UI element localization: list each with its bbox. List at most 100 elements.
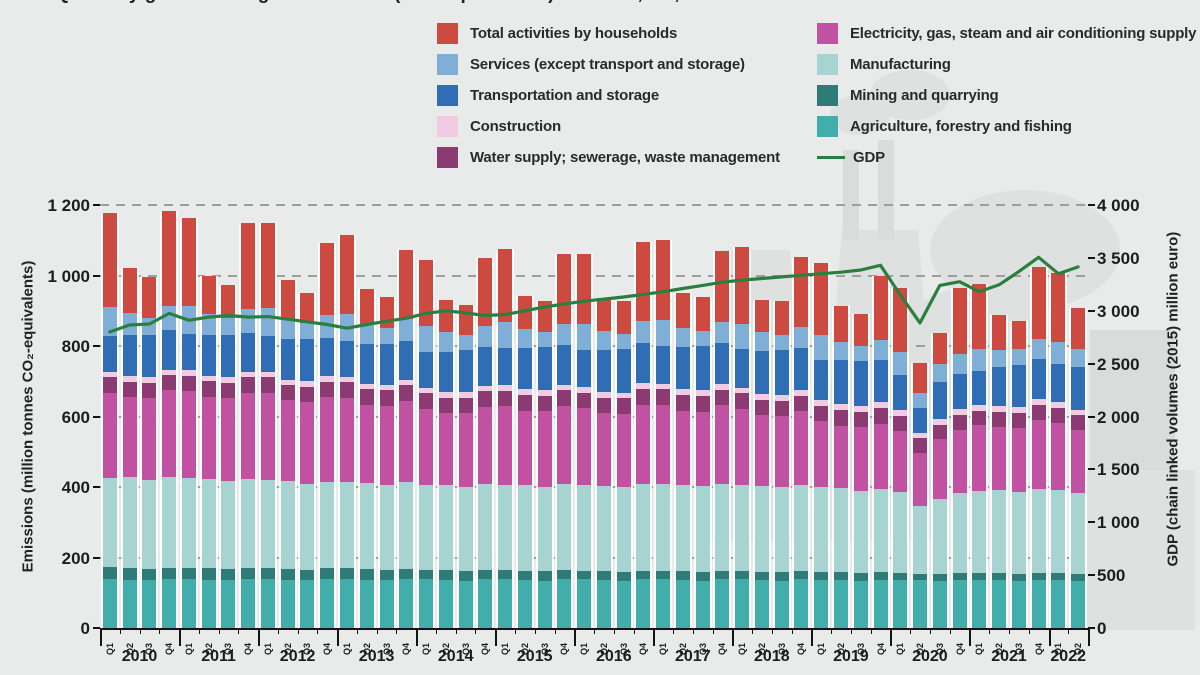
bar-segment-construction bbox=[636, 383, 651, 390]
x-axis-minor-tick bbox=[870, 630, 872, 634]
x-axis-minor-tick bbox=[554, 630, 556, 634]
bar-column bbox=[160, 211, 179, 628]
bar-segment-households bbox=[932, 333, 947, 365]
bar-segment-services bbox=[438, 332, 453, 352]
bar-segment-construction bbox=[142, 377, 157, 383]
bar-segment-households bbox=[478, 257, 493, 326]
bar-segment-construction bbox=[340, 377, 354, 383]
bar-segment-households bbox=[1051, 272, 1066, 342]
left-axis-tick bbox=[93, 204, 100, 206]
bar-segment-services bbox=[1071, 348, 1086, 368]
bar-segment-water bbox=[419, 393, 434, 409]
bar-segment-construction bbox=[814, 399, 829, 406]
bar-segment-services bbox=[102, 306, 117, 336]
right-axis-tick-label: 2 000 bbox=[1097, 407, 1140, 427]
left-axis-tick bbox=[93, 627, 100, 629]
bar-segment-manufacturing bbox=[537, 487, 552, 572]
bar-segment-electricity bbox=[774, 416, 789, 488]
bar-segment-water bbox=[300, 386, 315, 403]
bar-segment-manufacturing bbox=[340, 481, 354, 569]
bar-segment-manufacturing bbox=[577, 485, 592, 571]
bar-column bbox=[851, 314, 870, 628]
right-axis-tick-label: 1 500 bbox=[1097, 460, 1140, 480]
bar-segment-construction bbox=[478, 385, 493, 392]
bar-segment-mining bbox=[102, 567, 117, 579]
bar-segment-electricity bbox=[1031, 420, 1046, 490]
bar-segment-construction bbox=[162, 369, 177, 375]
bar-segment-manufacturing bbox=[102, 477, 117, 568]
bar-segment-construction bbox=[300, 381, 315, 387]
right-axis-title: GDP (chain linked volumes (2015) million… bbox=[1164, 231, 1182, 567]
legend-swatch bbox=[817, 23, 838, 44]
bar-segment-mining bbox=[715, 570, 730, 580]
bar-segment-mining bbox=[300, 569, 315, 581]
bar-column bbox=[179, 218, 198, 628]
bar-segment-households bbox=[122, 268, 137, 314]
bar-column bbox=[891, 288, 910, 628]
bar-column bbox=[733, 247, 752, 628]
legend-label: Construction bbox=[470, 118, 561, 135]
bar-segment-households bbox=[438, 300, 453, 333]
quarter-label: Q4 bbox=[164, 642, 175, 655]
bar-segment-water bbox=[320, 381, 335, 398]
bar-segment-agriculture bbox=[537, 580, 552, 628]
quarter-label: Q1 bbox=[342, 642, 352, 655]
bar-segment-households bbox=[419, 260, 434, 326]
bar-segment-households bbox=[162, 211, 177, 307]
bar-segment-households bbox=[340, 235, 354, 314]
legend-left-column: Total activities by households Services (… bbox=[437, 18, 780, 173]
bar-segment-manufacturing bbox=[735, 484, 750, 572]
bar-segment-water bbox=[735, 393, 750, 409]
bar-segment-water bbox=[656, 389, 671, 405]
bar-segment-mining bbox=[1051, 573, 1066, 581]
year-separator bbox=[574, 628, 577, 646]
legend-swatch bbox=[817, 54, 838, 75]
bar-segment-households bbox=[774, 300, 789, 336]
x-axis-minor-tick bbox=[435, 630, 437, 634]
bar-segment-agriculture bbox=[952, 579, 967, 628]
bar-segment-households bbox=[893, 288, 908, 353]
bar-segment-electricity bbox=[181, 391, 196, 478]
bar-column bbox=[100, 213, 119, 628]
bar-segment-manufacturing bbox=[162, 476, 177, 568]
bar-segment-agriculture bbox=[972, 579, 987, 628]
bar-segment-electricity bbox=[1051, 422, 1066, 491]
bar-segment-mining bbox=[122, 568, 137, 580]
bar-segment-construction bbox=[458, 392, 473, 398]
bar-segment-transportation bbox=[596, 350, 611, 393]
bar-segment-mining bbox=[695, 571, 710, 581]
bar-segment-water bbox=[498, 390, 513, 407]
bar-segment-electricity bbox=[1071, 430, 1086, 494]
bar-segment-services bbox=[577, 323, 592, 350]
bar-segment-transportation bbox=[181, 333, 196, 371]
x-axis-minor-tick bbox=[831, 630, 833, 634]
bar-segment-electricity bbox=[320, 397, 335, 482]
bar-column bbox=[278, 280, 297, 628]
bar-segment-electricity bbox=[675, 410, 690, 485]
bar-segment-agriculture bbox=[102, 578, 117, 628]
bar-segment-agriculture bbox=[498, 579, 513, 628]
bar-segment-mining bbox=[1011, 574, 1026, 582]
bar-segment-manufacturing bbox=[1011, 491, 1026, 575]
bar-segment-electricity bbox=[379, 405, 394, 485]
bar-segment-transportation bbox=[162, 330, 177, 370]
bar-segment-construction bbox=[280, 379, 295, 385]
bar-segment-electricity bbox=[715, 405, 730, 484]
bar-segment-agriculture bbox=[1031, 579, 1046, 628]
bar-segment-manufacturing bbox=[992, 490, 1007, 574]
right-axis-tick bbox=[1088, 521, 1095, 524]
bar-segment-agriculture bbox=[1051, 580, 1066, 628]
bar-segment-mining bbox=[675, 571, 690, 581]
year-separator bbox=[811, 628, 814, 646]
bar-segment-agriculture bbox=[142, 580, 157, 628]
bar-segment-mining bbox=[774, 572, 789, 581]
bar-segment-manufacturing bbox=[913, 506, 928, 575]
bar-segment-services bbox=[596, 331, 611, 351]
bar-segment-agriculture bbox=[873, 579, 888, 628]
bar-segment-electricity bbox=[419, 408, 434, 485]
bar-segment-households bbox=[498, 249, 513, 322]
bar-column bbox=[140, 277, 159, 628]
year-label: 2021 bbox=[991, 648, 1027, 665]
bar-segment-electricity bbox=[972, 425, 987, 491]
bar-segment-manufacturing bbox=[873, 488, 888, 572]
